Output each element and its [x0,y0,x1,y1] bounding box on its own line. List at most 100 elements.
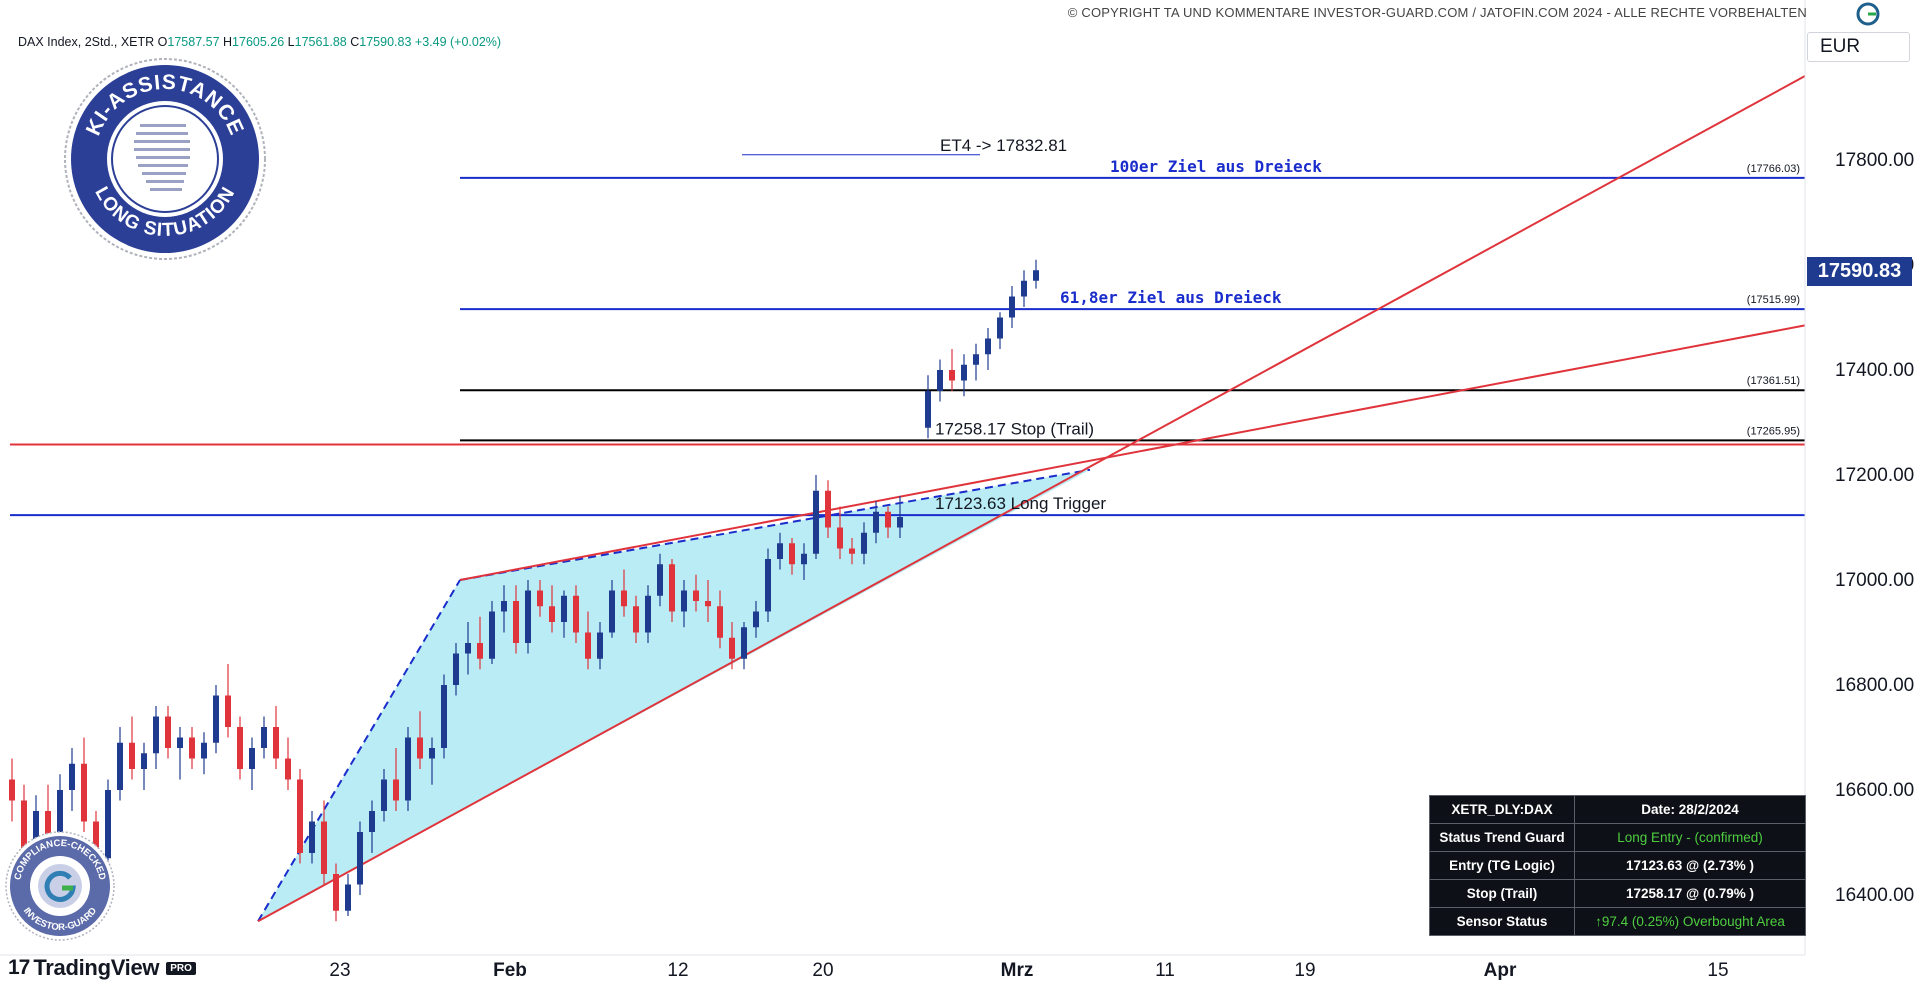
y-tick-label: 17400.00 [1835,360,1914,381]
candle-body [985,338,991,355]
table-row: Stop (Trail) 17258.17 @ (0.79% ) [1429,879,1806,908]
candle-body [477,643,483,659]
candle-body [849,548,855,554]
table-row: XETR_DLY:DAX Date: 28/2/2024 [1429,795,1806,824]
y-tick-label: 16800.00 [1835,675,1914,696]
candle-body [21,800,27,864]
candle-body [705,601,711,607]
candle-body [273,727,279,759]
candle-body [405,737,411,801]
triangle-dashed-edge [257,579,461,922]
candle-body [693,590,699,601]
candle-body [321,821,327,874]
compliance-stamp: COMPLIANCE-CHECKED INVESTOR-GUARD [5,831,115,941]
status-key: XETR_DLY:DAX [1429,795,1575,824]
trend-guard-status-table: XETR_DLY:DAX Date: 28/2/2024 Status Trend… [1429,795,1806,936]
tradingview-logo[interactable]: 17 TradingView PRO [8,955,196,981]
level-label: 17258.17 Stop (Trail) [935,419,1094,438]
candle-body [681,590,687,612]
table-row: Entry (TG Logic) 17123.63 @ (2.73% ) [1429,851,1806,880]
candle-body [333,874,339,911]
candle-body [525,590,531,643]
candle-body [261,727,267,748]
status-value: Date: 28/2/2024 [1574,795,1806,824]
level-tag: (17361.51) [1747,375,1800,387]
x-tick-label: 12 [667,960,688,981]
candle-body [237,727,243,769]
y-tick-label: 16600.00 [1835,780,1914,801]
candle-body [801,553,807,565]
y-tick-label: 17000.00 [1835,570,1914,591]
status-key: Stop (Trail) [1429,879,1575,908]
candle-body [309,821,315,853]
candle-body [633,606,639,633]
candle-body [489,611,495,659]
candle-body [93,821,99,859]
level-label: 17123.63 Long Trigger [935,494,1106,513]
candle-body [561,595,567,622]
trendlines [10,75,1806,923]
candle-body [729,637,735,659]
candle-body [937,370,943,391]
candle-body [597,632,603,659]
g-logo-icon [44,870,76,902]
currency-selector[interactable]: EUR [1807,32,1910,62]
candle-body [861,532,867,554]
candle-body [249,748,255,769]
candle-body [897,517,903,528]
candle-body [165,716,171,748]
copyright-notice: © COPYRIGHT TA UND KOMMENTARE INVESTOR-G… [1067,5,1807,20]
candle-body [621,590,627,607]
candle-body [393,779,399,801]
candle-body [1033,270,1039,281]
level-tag: (17265.95) [1747,425,1800,437]
x-tick-label: 23 [329,960,350,981]
upper-trendline [459,324,1806,581]
candle-body [961,364,967,381]
x-tick-label: Feb [493,960,527,981]
candle-body [129,742,135,769]
status-value: Long Entry - (confirmed) [1574,823,1806,852]
candle-body [741,627,747,659]
table-row: Sensor Status ↑97.4 (0.25%) Overbought Ar… [1429,907,1806,936]
x-tick-label: 15 [1707,960,1728,981]
candle-body [213,695,219,743]
y-tick-label: 17800.00 [1835,150,1914,171]
candle-body [885,511,891,528]
status-value: ↑97.4 (0.25%) Overbought Area [1574,907,1806,936]
candle-body [549,606,555,622]
candle-body [189,737,195,759]
candle-body [873,511,879,533]
candle-body [777,543,783,559]
candle-body [45,811,51,843]
candle-body [1021,280,1027,297]
candle-body [177,737,183,748]
status-key: Entry (TG Logic) [1429,851,1575,880]
price-levels [10,176,1805,517]
candle-body [9,779,15,801]
time-axis: 23 Feb 12 20 Mrz 11 19 Apr 15 [0,954,1805,981]
ohlc-low-label: L [287,35,295,49]
candle-body [501,601,507,612]
candle-body [645,595,651,633]
candle-body [997,317,1003,339]
et4-label: ET4 -> 17832.81 [940,136,1067,155]
symbol-name: DAX Index, 2Std., XETR [18,35,155,49]
candle-body [717,606,723,638]
candle-body [513,601,519,643]
candle-body [441,685,447,748]
candle-body [669,564,675,612]
candlesticks [9,259,1039,922]
candle-body [753,611,759,628]
level-tag: (17766.03) [1747,163,1800,175]
candle-body [609,590,615,633]
x-tick-label: 19 [1294,960,1315,981]
x-tick-label: Apr [1484,960,1517,981]
candle-body [417,737,423,759]
candle-body [973,354,979,365]
tradingview-mark-icon: 17 [8,956,30,979]
price-change: +3.49 (+0.02%) [414,35,502,49]
candle-body [657,564,663,596]
candle-body [369,811,375,832]
